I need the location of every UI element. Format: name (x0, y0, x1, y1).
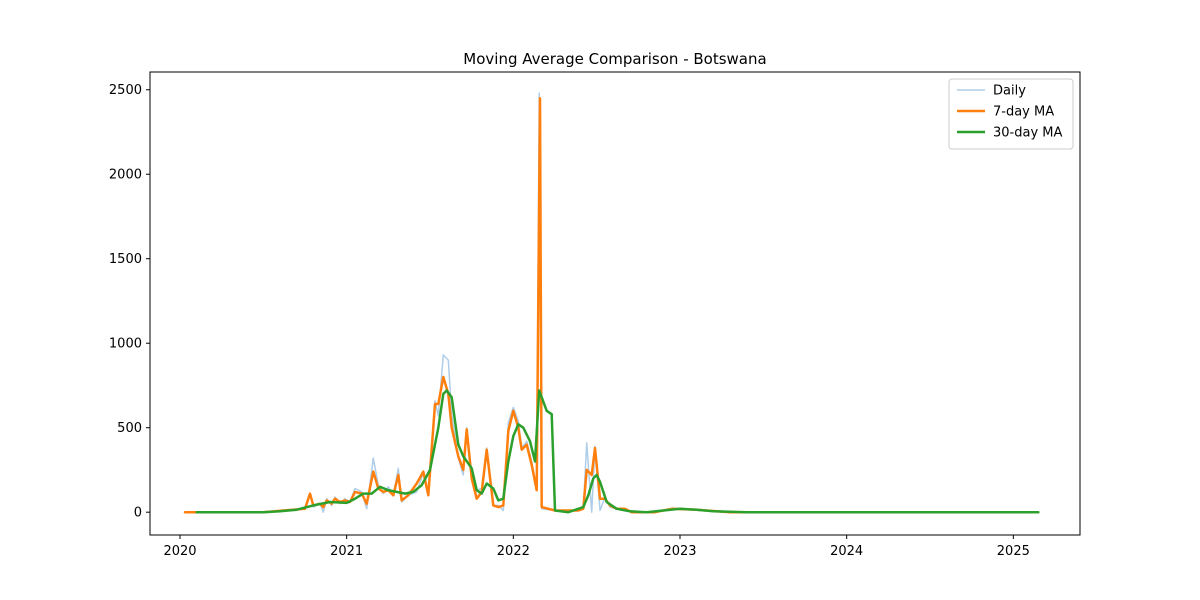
y-axis: 0 500 1000 1500 2000 2500 (109, 83, 150, 521)
x-tick-label: 2025 (997, 544, 1030, 559)
x-tick-label: 2021 (330, 544, 363, 559)
legend: Daily 7-day MA 30-day MA (948, 78, 1074, 150)
series-line-0 (184, 92, 1040, 513)
series-line-2 (195, 389, 1040, 514)
y-tick-label: 1000 (109, 337, 142, 352)
legend-label: Daily (993, 84, 1026, 99)
series-layer (183, 92, 1040, 514)
chart-title: Moving Average Comparison - Botswana (463, 50, 766, 68)
series-line-1 (183, 96, 1040, 514)
legend-label: 30-day MA (993, 126, 1062, 141)
y-tick-label: 1500 (109, 252, 142, 267)
x-tick-label: 2020 (163, 544, 196, 559)
y-tick-label: 500 (117, 421, 142, 436)
y-tick-label: 2500 (109, 83, 142, 98)
y-tick-label: 2000 (109, 168, 142, 183)
plot-area-frame (149, 71, 1081, 536)
legend-label: 7-day MA (993, 105, 1054, 120)
x-tick-label: 2024 (830, 544, 863, 559)
x-tick-label: 2022 (497, 544, 530, 559)
x-tick-label: 2023 (663, 544, 696, 559)
y-tick-label: 0 (134, 506, 142, 521)
x-axis: 2020 2021 2022 2023 2024 2025 (163, 535, 1030, 559)
